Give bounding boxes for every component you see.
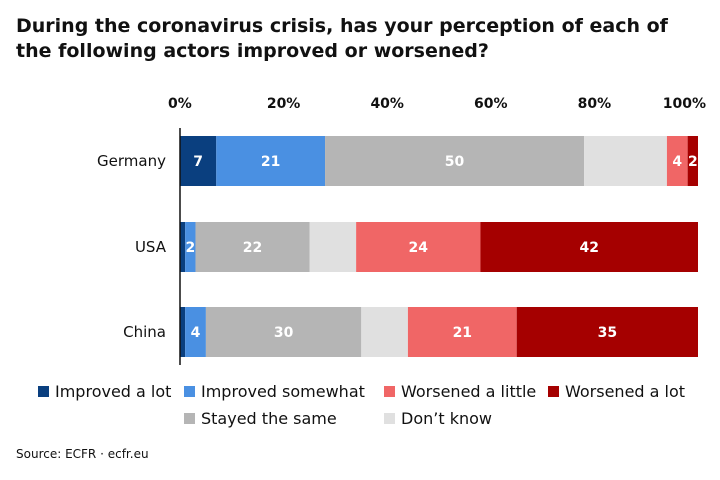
data-label: 24 <box>409 240 429 256</box>
bar-china-improved-a-lot <box>180 307 186 357</box>
legend-label-worsened-a-little: Worsened a little <box>401 382 536 401</box>
bar-usa-worsened-a-little <box>356 222 481 272</box>
bar-china-improved-somewhat <box>185 307 206 357</box>
bar-usa-improved-somewhat <box>185 222 196 272</box>
data-label: 21 <box>261 154 280 170</box>
bar-usa-worsened-a-lot <box>480 222 698 272</box>
x-tick-label: 0% <box>168 96 192 112</box>
legend-swatch-don-t-know <box>384 413 395 424</box>
data-label: 21 <box>453 325 472 341</box>
bar-china-worsened-a-lot <box>516 307 698 357</box>
bar-germany-worsened-a-little <box>666 136 688 186</box>
legend-label-improved-somewhat: Improved somewhat <box>201 382 365 401</box>
stacked-bar-chart: 0% 20% 40% 60% 80% 100% 7 21 50 4 22 22 24 424 30 21 35… <box>38 96 706 428</box>
bar-usa-stayed-the-same <box>195 222 310 272</box>
bar-germany-improved-a-lot <box>180 136 217 186</box>
legend-swatch-worsened-a-little <box>384 386 395 397</box>
bar-germany-stayed-the-same <box>325 136 585 186</box>
legend-label-worsened-a-lot: Worsened a lot <box>565 382 685 401</box>
legend-label-stayed-the-same: Stayed the same <box>201 409 337 428</box>
category-label-usa: USA <box>135 238 167 256</box>
legend-swatch-improved-a-lot <box>38 386 49 397</box>
bar-usa-improved-a-lot <box>180 222 186 272</box>
legend-label-don-t-know: Don’t know <box>401 409 492 428</box>
legend-swatch-worsened-a-lot <box>548 386 559 397</box>
data-label: 7 <box>193 154 203 170</box>
x-tick-label: 100% <box>663 96 706 112</box>
bar-germany-worsened-a-lot <box>687 136 698 186</box>
category-label-china: China <box>123 323 166 341</box>
bar-china-worsened-a-little <box>407 307 517 357</box>
x-tick-label: 40% <box>370 96 404 112</box>
x-tick-label: 80% <box>578 96 612 112</box>
data-label: 2 <box>688 154 698 170</box>
data-label: 4 <box>191 325 201 341</box>
legend-swatch-stayed-the-same <box>184 413 195 424</box>
data-label: 42 <box>579 240 598 256</box>
data-label: 22 <box>243 240 262 256</box>
bar-germany-improved-somewhat <box>216 136 326 186</box>
legend: Improved a lot Improved somewhat Worsened … <box>38 382 685 428</box>
legend-label-improved-a-lot: Improved a lot <box>55 382 171 401</box>
data-label: 35 <box>598 325 617 341</box>
bar-china-stayed-the-same <box>205 307 362 357</box>
x-tick-label: 60% <box>474 96 508 112</box>
bar-china-don-t-know <box>361 307 408 357</box>
x-axis-ticks: 0% 20% 40% 60% 80% 100% <box>168 96 706 112</box>
category-labels: Germany USA China <box>97 152 167 341</box>
category-label-germany: Germany <box>97 152 166 170</box>
bars: 7 21 50 4 22 22 24 424 30 21 35 <box>180 136 698 357</box>
legend-swatch-improved-somewhat <box>184 386 195 397</box>
bar-germany-don-t-know <box>584 136 667 186</box>
source-note: Source: ECFR · ecfr.eu <box>16 447 149 461</box>
chart-title: During the coronavirus crisis, has your … <box>16 15 668 62</box>
x-tick-label: 20% <box>267 96 301 112</box>
data-label: 50 <box>445 154 465 170</box>
bar-usa-don-t-know <box>309 222 357 272</box>
data-label: 30 <box>274 325 294 341</box>
data-label: 4 <box>672 154 682 170</box>
data-label: 2 <box>185 240 195 256</box>
